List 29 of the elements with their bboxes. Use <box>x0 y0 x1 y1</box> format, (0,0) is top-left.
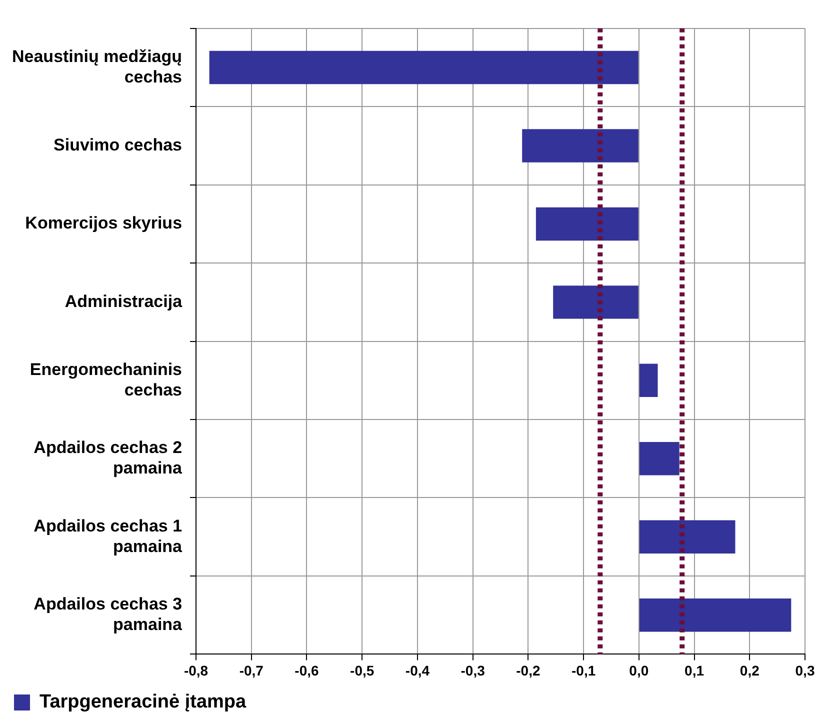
y-tick-label: Apdailos cechas 3 pamaina <box>34 594 183 634</box>
x-tick-label: -0,6 <box>294 662 320 678</box>
x-tick-label: -0,2 <box>516 662 540 678</box>
y-tick-label: Siuvimo cechas <box>54 135 182 154</box>
x-tick-label: -0,7 <box>239 662 264 678</box>
y-tick-label: Apdailos cechas 1 pamaina <box>34 516 183 556</box>
bar <box>639 364 658 398</box>
y-tick-label: Administracija <box>64 292 183 311</box>
bar <box>639 520 736 554</box>
x-tick-label: 0,0 <box>629 662 649 678</box>
y-tick-label: Neaustinių medžiagų cechas <box>12 47 182 86</box>
y-tick-label: Apdailos cechas 2 pamaina <box>34 438 183 478</box>
x-tick-label: -0,4 <box>405 662 430 678</box>
x-tick-label: 0,3 <box>795 662 815 678</box>
bar <box>209 50 638 84</box>
legend-label: Tarpgeneracinė įtampa <box>40 692 247 713</box>
bar <box>639 598 792 632</box>
bar <box>522 129 638 162</box>
x-tick-label: -0,1 <box>571 662 596 678</box>
x-tick-label: -0,5 <box>350 662 374 678</box>
y-tick-label: Energomechaninis cechas <box>30 360 182 400</box>
x-tick-label: -0,3 <box>460 662 486 678</box>
x-tick-label: 0,1 <box>684 662 704 678</box>
x-tick-label: -0,8 <box>184 662 208 678</box>
bar <box>639 442 680 476</box>
bar <box>536 207 638 241</box>
x-tick-label: 0,2 <box>740 662 760 678</box>
y-tick-label: Komercijos skyrius <box>25 214 182 233</box>
bar <box>553 286 638 319</box>
